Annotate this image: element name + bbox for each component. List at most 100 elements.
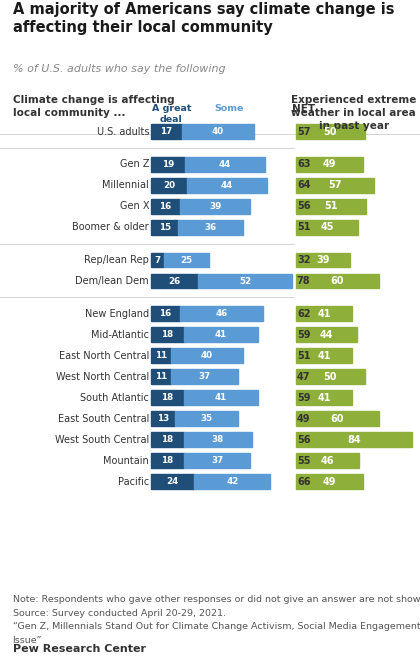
Bar — [296, 453, 360, 468]
Text: 41: 41 — [318, 309, 331, 319]
Bar — [296, 432, 412, 447]
Bar — [184, 453, 250, 468]
Text: 56: 56 — [297, 201, 310, 211]
Text: NET: NET — [292, 104, 315, 114]
Text: 36: 36 — [205, 223, 217, 232]
Bar — [296, 390, 352, 405]
Text: 49: 49 — [323, 159, 336, 169]
Bar — [184, 390, 257, 405]
Bar — [180, 199, 250, 214]
Text: Boomer & older: Boomer & older — [73, 222, 149, 232]
Text: 39: 39 — [209, 202, 221, 211]
Text: 64: 64 — [297, 180, 310, 190]
Text: Rep/lean Rep: Rep/lean Rep — [84, 255, 149, 265]
Text: 40: 40 — [212, 127, 224, 136]
Text: 51: 51 — [297, 222, 310, 232]
Text: 66: 66 — [297, 477, 310, 487]
Text: 13: 13 — [157, 414, 169, 423]
Text: Climate change is affecting
local community ...: Climate change is affecting local commun… — [13, 94, 174, 118]
Text: 18: 18 — [161, 435, 173, 444]
Text: South Atlantic: South Atlantic — [80, 393, 149, 403]
Text: 35: 35 — [200, 414, 212, 423]
Text: 51: 51 — [324, 201, 338, 211]
Bar — [164, 253, 209, 268]
Bar — [151, 157, 186, 172]
Bar — [175, 411, 238, 426]
Text: 26: 26 — [168, 277, 181, 285]
Bar — [296, 178, 375, 193]
Bar — [296, 348, 352, 363]
Text: New England: New England — [85, 309, 149, 319]
Bar — [180, 306, 263, 321]
Text: 11: 11 — [155, 351, 167, 360]
Text: 55: 55 — [297, 456, 310, 466]
Text: 24: 24 — [167, 477, 179, 486]
Text: Millennial: Millennial — [102, 180, 149, 190]
Bar — [198, 274, 292, 289]
Text: “Gen Z, Millennials Stand Out for Climate Change Activism, Social Media Engageme: “Gen Z, Millennials Stand Out for Climat… — [13, 623, 420, 631]
Bar — [151, 411, 175, 426]
Text: East South Central: East South Central — [58, 414, 149, 424]
Text: 38: 38 — [212, 435, 224, 444]
Text: 19: 19 — [162, 160, 174, 169]
Text: 59: 59 — [297, 393, 310, 403]
Text: 49: 49 — [323, 477, 336, 487]
Text: 60: 60 — [331, 414, 344, 424]
Text: 16: 16 — [160, 309, 172, 318]
Text: 41: 41 — [318, 351, 331, 361]
Text: 7: 7 — [155, 256, 160, 264]
Bar — [296, 274, 378, 289]
Text: Some: Some — [214, 104, 244, 113]
Text: 50: 50 — [324, 372, 337, 382]
Text: 59: 59 — [297, 330, 310, 340]
Text: 41: 41 — [215, 393, 227, 402]
Text: 44: 44 — [219, 160, 231, 169]
Text: 57: 57 — [297, 127, 310, 136]
Text: 41: 41 — [215, 330, 227, 339]
Text: Note: Respondents who gave other responses or did not give an answer are not sho: Note: Respondents who gave other respons… — [13, 595, 420, 604]
Bar — [151, 453, 184, 468]
Bar — [151, 220, 178, 235]
Bar — [171, 369, 238, 384]
Bar — [151, 199, 180, 214]
Text: 51: 51 — [297, 351, 310, 361]
Bar — [296, 253, 350, 268]
Bar — [186, 157, 265, 172]
Text: Experienced extreme
weather in local area
in past year: Experienced extreme weather in local are… — [291, 94, 417, 131]
Bar — [151, 474, 194, 489]
Text: 18: 18 — [161, 330, 173, 339]
Text: 37: 37 — [211, 456, 223, 465]
Bar — [184, 327, 257, 342]
Text: 18: 18 — [161, 456, 173, 465]
Bar — [151, 432, 184, 447]
Bar — [151, 274, 198, 289]
Text: 56: 56 — [297, 435, 310, 445]
Bar — [151, 178, 187, 193]
Text: 25: 25 — [180, 256, 192, 264]
Bar — [182, 124, 254, 139]
Bar — [184, 432, 252, 447]
Text: 52: 52 — [239, 277, 251, 285]
Bar — [296, 474, 363, 489]
Bar — [151, 306, 180, 321]
Bar — [194, 474, 270, 489]
Text: 41: 41 — [318, 393, 331, 403]
Text: 46: 46 — [215, 309, 228, 318]
Text: 11: 11 — [155, 372, 167, 381]
Text: 63: 63 — [297, 159, 310, 169]
Text: Dem/lean Dem: Dem/lean Dem — [76, 276, 149, 286]
Bar — [296, 157, 363, 172]
Text: Gen Z: Gen Z — [120, 159, 149, 169]
Text: Mid-Atlantic: Mid-Atlantic — [91, 330, 149, 340]
Text: 57: 57 — [328, 180, 342, 190]
Text: Pacific: Pacific — [118, 477, 149, 487]
Text: East North Central: East North Central — [59, 351, 149, 361]
Bar — [187, 178, 267, 193]
Bar — [151, 253, 164, 268]
Text: 62: 62 — [297, 309, 310, 319]
Text: 49: 49 — [297, 414, 310, 424]
Text: % of U.S. adults who say the following: % of U.S. adults who say the following — [13, 64, 225, 74]
Text: West South Central: West South Central — [55, 435, 149, 445]
Text: 45: 45 — [320, 222, 334, 232]
Text: Issue”: Issue” — [13, 636, 42, 645]
